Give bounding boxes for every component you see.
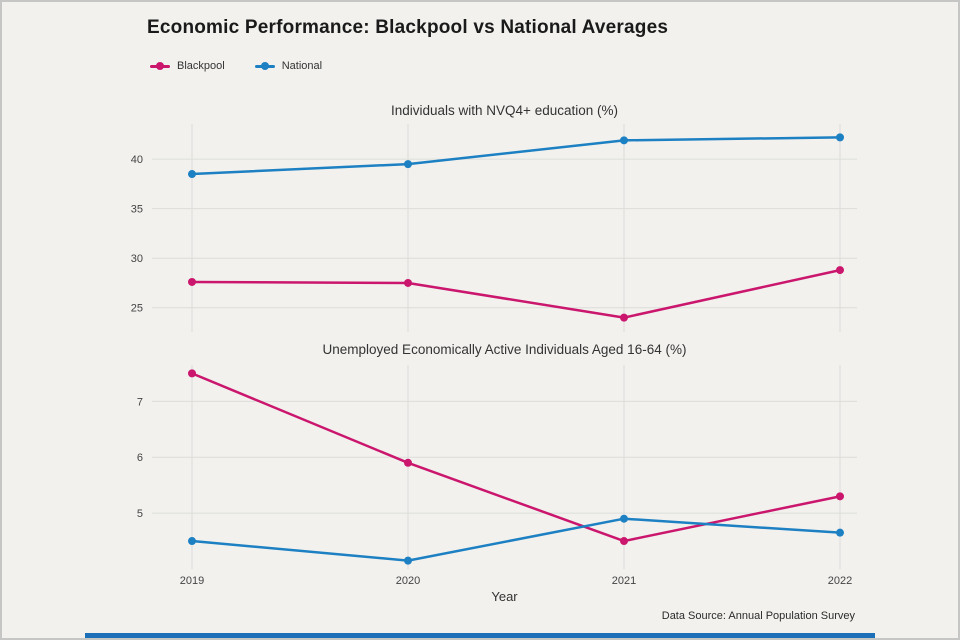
series-line-national <box>191 517 841 562</box>
x-tick-label: 2022 <box>828 575 852 587</box>
data-point-blackpool <box>836 492 844 501</box>
y-tick-label: 40 <box>131 154 143 166</box>
data-point-national <box>188 537 196 546</box>
facet-title-education: Individuals with NVQ4+ education (%) <box>391 103 618 118</box>
legend: Blackpool National <box>150 60 322 72</box>
series-line-blackpool <box>191 372 841 543</box>
legend-item-national: National <box>254 60 323 72</box>
series-line-blackpool <box>191 268 841 319</box>
y-tick-label: 35 <box>131 204 143 216</box>
data-point-national <box>188 170 196 179</box>
x-axis-label: Year <box>491 589 518 604</box>
y-tick-label: 7 <box>137 396 143 408</box>
data-point-blackpool <box>620 313 628 322</box>
x-tick-label: 2021 <box>612 575 636 587</box>
data-point-national <box>620 136 628 145</box>
data-point-national <box>836 133 844 142</box>
bottom-accent-bar <box>85 633 875 638</box>
legend-item-blackpool: Blackpool <box>150 60 225 72</box>
chart-0: 25 30 35 40 <box>131 124 857 332</box>
data-point-blackpool <box>188 369 196 378</box>
legend-marker-blackpool <box>150 64 170 68</box>
series-line-national <box>191 136 841 176</box>
x-tick-label: 2020 <box>396 575 420 587</box>
data-point-national <box>404 556 412 565</box>
legend-marker-national <box>254 64 275 68</box>
data-point-national <box>404 160 412 169</box>
facet-title-unemployment: Unemployed Economically Active Individua… <box>322 342 687 357</box>
legend-label-blackpool: Blackpool <box>177 60 225 72</box>
chart-1: 5 6 7 2019 2020 2021 2022 <box>137 365 857 587</box>
data-point-blackpool <box>404 278 412 287</box>
y-tick-label: 30 <box>131 253 143 265</box>
data-point-blackpool <box>836 266 844 275</box>
data-point-blackpool <box>404 458 412 467</box>
data-point-national <box>620 514 628 523</box>
data-point-national <box>836 528 844 537</box>
data-point-blackpool <box>620 537 628 546</box>
y-tick-label: 25 <box>131 303 143 315</box>
y-tick-label: 6 <box>137 452 143 464</box>
page-title: Economic Performance: Blackpool vs Natio… <box>147 17 669 38</box>
data-source-note: Data Source: Annual Population Survey <box>661 610 855 622</box>
x-tick-label: 2019 <box>180 575 204 587</box>
y-tick-label: 5 <box>137 508 143 520</box>
legend-label-national: National <box>281 60 323 72</box>
data-point-blackpool <box>188 277 196 286</box>
